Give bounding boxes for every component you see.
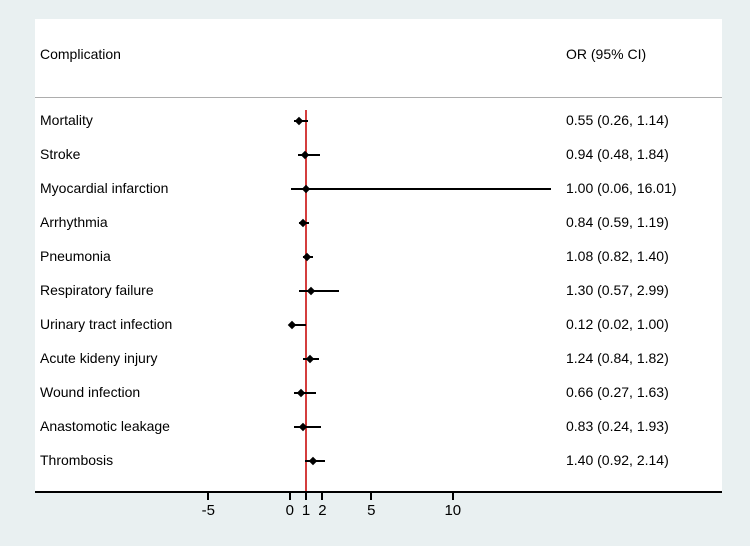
x-axis-tick-label: 0 xyxy=(285,502,294,519)
row-label: Respiratory failure xyxy=(40,282,154,298)
x-axis-line xyxy=(35,491,722,493)
ci-whisker xyxy=(290,188,551,190)
row-label: Anastomotic leakage xyxy=(40,418,170,434)
x-axis-tick xyxy=(321,493,324,500)
x-axis-tick xyxy=(207,493,210,500)
x-axis-tick-label: 1 xyxy=(301,502,311,519)
column-header-or-ci: OR (95% CI) xyxy=(566,46,647,62)
row-label: Arrhythmia xyxy=(40,214,108,230)
header-separator-line xyxy=(35,97,722,98)
x-axis-tick-label: -5 xyxy=(201,502,215,519)
row-or-ci-text: 0.94 (0.48, 1.84) xyxy=(566,146,669,162)
row-or-ci-text: 0.12 (0.02, 1.00) xyxy=(566,316,669,332)
row-or-ci-text: 1.30 (0.57, 2.99) xyxy=(566,282,669,298)
row-label: Pneumonia xyxy=(40,248,111,264)
ci-whisker xyxy=(299,290,339,292)
row-or-ci-text: 0.84 (0.59, 1.19) xyxy=(566,214,669,230)
row-label: Stroke xyxy=(40,146,81,162)
x-axis-tick xyxy=(370,493,373,500)
x-axis-tick-label: 10 xyxy=(444,502,462,519)
x-axis-tick xyxy=(288,493,291,500)
row-label: Urinary tract infection xyxy=(40,316,173,332)
x-axis-tick-label: 2 xyxy=(318,502,327,519)
x-axis-tick-label: 5 xyxy=(367,502,376,519)
x-axis-tick xyxy=(305,493,308,500)
row-label: Wound infection xyxy=(40,384,141,400)
column-header-complication: Complication xyxy=(40,46,121,62)
row-or-ci-text: 1.24 (0.84, 1.82) xyxy=(566,350,669,366)
row-label: Myocardial infarction xyxy=(40,180,169,196)
row-or-ci-text: 1.00 (0.06, 16.01) xyxy=(566,180,677,196)
row-or-ci-text: 1.08 (0.82, 1.40) xyxy=(566,248,669,264)
ci-whisker xyxy=(294,392,317,394)
row-label: Acute kideny injury xyxy=(40,350,158,366)
plot-panel xyxy=(35,19,722,493)
row-label: Thrombosis xyxy=(40,452,114,468)
row-or-ci-text: 0.55 (0.26, 1.14) xyxy=(566,112,669,128)
row-or-ci-text: 0.66 (0.27, 1.63) xyxy=(566,384,669,400)
x-axis-tick xyxy=(451,493,454,500)
row-label: Mortality xyxy=(40,112,93,128)
ci-whisker xyxy=(293,426,322,428)
row-or-ci-text: 1.40 (0.92, 2.14) xyxy=(566,452,669,468)
row-or-ci-text: 0.83 (0.24, 1.93) xyxy=(566,418,669,434)
reference-line xyxy=(305,110,308,493)
ci-whisker xyxy=(290,324,307,326)
